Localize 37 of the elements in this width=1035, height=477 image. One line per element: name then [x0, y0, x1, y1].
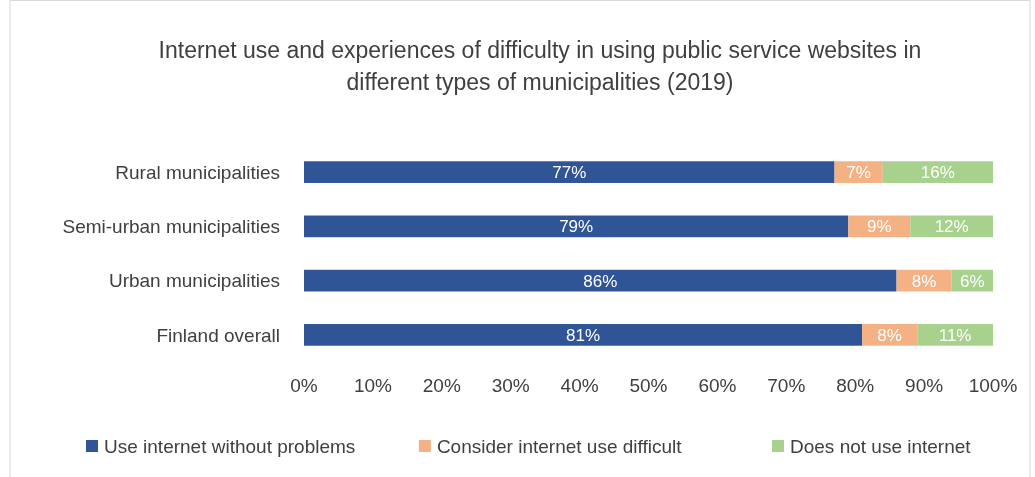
data-label: 12% [934, 217, 969, 237]
y-tick-label: Semi-urban municipalities [62, 216, 280, 238]
bar [304, 324, 863, 346]
x-tick-label: 30% [491, 375, 530, 396]
legend-label: Does not use internet [790, 435, 972, 457]
bar [304, 161, 835, 183]
bar [882, 161, 993, 183]
data-label: 9% [867, 217, 892, 237]
data-label: 8% [877, 325, 902, 345]
x-tick-label: 20% [422, 375, 461, 396]
x-tick-label: 70% [767, 375, 806, 396]
data-label: 81% [566, 325, 601, 345]
x-tick-label: 0% [290, 375, 318, 396]
y-tick-label: Urban municipalities [108, 270, 280, 292]
data-label: 8% [911, 271, 937, 291]
bar [304, 269, 897, 292]
chart-title: Internet use and experiences of difficulty in using public service websites in different types of municipalities (2019) [158, 37, 922, 95]
legend-label: Use internet without problems [104, 435, 356, 457]
data-label: 77% [552, 163, 587, 183]
bar [917, 324, 993, 346]
legend-label: Consider internet use difficult [436, 435, 683, 457]
data-label: 16% [920, 163, 955, 183]
x-tick-label: 10% [353, 375, 393, 396]
data-label: 79% [559, 217, 594, 237]
x-tick-label: 100% [968, 375, 1018, 396]
x-tick-label: 50% [629, 375, 668, 396]
data-label: 11% [938, 325, 972, 345]
y-tick-label: Rural municipalities [115, 161, 280, 183]
x-tick-label: 60% [698, 375, 737, 396]
data-label: 6% [960, 271, 985, 291]
x-tick-label: 90% [905, 375, 944, 396]
y-tick-label: Finland overall [156, 324, 280, 346]
x-tick-label: 40% [560, 375, 599, 396]
x-tick-label: 80% [836, 375, 875, 396]
data-label: 7% [846, 163, 871, 183]
data-label: 86% [583, 271, 618, 291]
bar [304, 215, 849, 238]
